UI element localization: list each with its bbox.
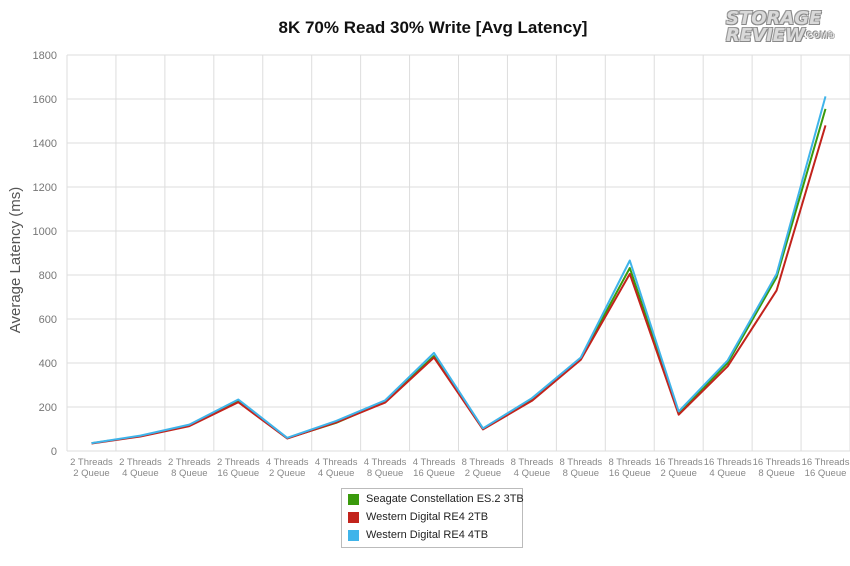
x-tick-label: 16 Threads 4 Queue bbox=[704, 457, 752, 479]
x-tick-label: 4 Threads 4 Queue bbox=[315, 457, 358, 479]
series-line-3 bbox=[91, 96, 827, 445]
x-tick-label: 8 Threads 2 Queue bbox=[462, 457, 505, 479]
y-tick-label: 1200 bbox=[33, 182, 57, 194]
legend-label: Seagate Constellation ES.2 3TB bbox=[366, 493, 524, 505]
legend-swatch bbox=[348, 512, 359, 523]
series-line-2 bbox=[91, 125, 827, 445]
legend: Seagate Constellation ES.2 3TB Western Di… bbox=[341, 488, 524, 548]
y-axis-label: Average Latency (ms) bbox=[7, 187, 24, 333]
x-tick-label: 8 Threads 16 Queue bbox=[608, 457, 651, 479]
x-tick-label: 2 Threads 4 Queue bbox=[119, 457, 162, 479]
y-tick-label: 400 bbox=[39, 358, 57, 370]
x-tick-label: 8 Threads 8 Queue bbox=[560, 457, 603, 479]
y-tick-label: 1600 bbox=[33, 94, 57, 106]
x-tick-label: 2 Threads 8 Queue bbox=[168, 457, 211, 479]
logo-line1: STORAGE bbox=[726, 8, 822, 29]
x-tick-label: 8 Threads 4 Queue bbox=[511, 457, 554, 479]
legend-swatch bbox=[348, 530, 359, 541]
grid-lines bbox=[66, 54, 850, 452]
y-tick-label: 800 bbox=[39, 270, 57, 282]
storagereview-logo: STORAGE REVIEW .COM® bbox=[724, 8, 836, 46]
y-tick-label: 1400 bbox=[33, 138, 57, 150]
legend-swatch bbox=[348, 494, 359, 505]
x-tick-label: 4 Threads 16 Queue bbox=[413, 457, 456, 479]
x-axis-ticks: 2 Threads 2 Queue 2 Threads 4 Queue 2 Thread… bbox=[70, 457, 850, 479]
x-tick-label: 4 Threads 2 Queue bbox=[266, 457, 309, 479]
y-tick-label: 1800 bbox=[33, 50, 57, 62]
legend-label: Western Digital RE4 4TB bbox=[366, 529, 489, 541]
x-tick-label: 2 Threads 2 Queue bbox=[70, 457, 113, 479]
x-tick-label: 16 Threads 2 Queue bbox=[655, 457, 703, 479]
x-tick-label: 16 Threads 8 Queue bbox=[753, 457, 801, 479]
logo-suffix: .COM® bbox=[804, 30, 835, 40]
x-tick-label: 4 Threads 8 Queue bbox=[364, 457, 407, 479]
y-tick-label: 1000 bbox=[33, 226, 57, 238]
y-tick-label: 600 bbox=[39, 314, 57, 326]
y-tick-label: 0 bbox=[51, 446, 57, 458]
x-tick-label: 16 Threads 16 Queue bbox=[802, 457, 850, 479]
logo-line2: REVIEW bbox=[726, 25, 805, 46]
chart-title: 8K 70% Read 30% Write [Avg Latency] bbox=[278, 18, 588, 37]
x-tick-label: 2 Threads 16 Queue bbox=[217, 457, 260, 479]
y-axis-ticks: 0 200 400 600 800 1000 1200 1400 1600 1800 bbox=[33, 50, 57, 458]
legend-label: Western Digital RE4 2TB bbox=[366, 511, 489, 523]
y-tick-label: 200 bbox=[39, 402, 57, 414]
series-lines bbox=[91, 96, 827, 445]
